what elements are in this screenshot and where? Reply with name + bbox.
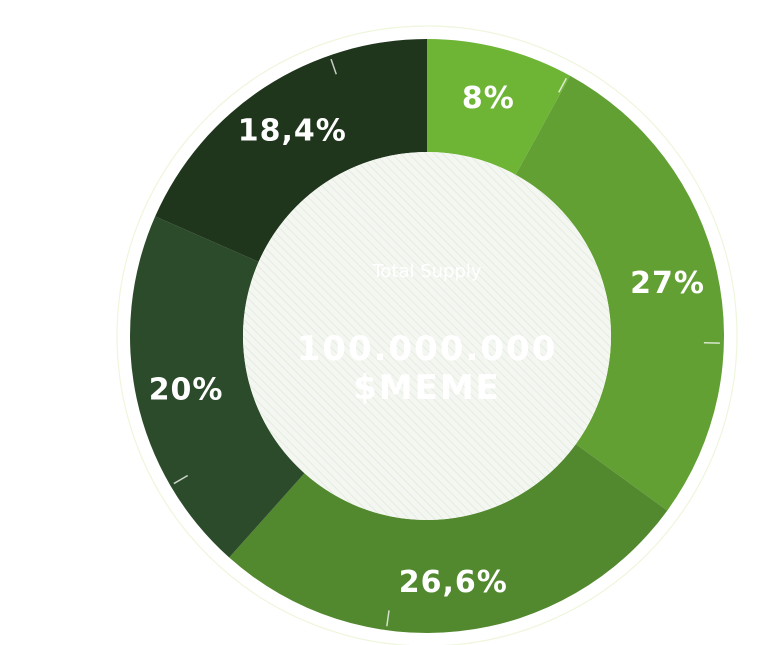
- slice-4: [129, 216, 305, 558]
- slice-label-4: 20%: [149, 372, 224, 407]
- center-subtitle: Total Supply: [371, 261, 481, 282]
- center-title-line2: $MEME: [353, 368, 501, 408]
- slice-label-3: 26,6%: [399, 565, 508, 600]
- slice-tick-3: [386, 610, 390, 627]
- slice-5: [155, 39, 427, 262]
- center-title-line1: 100.000.000: [297, 329, 558, 369]
- ticks-group: [173, 58, 720, 627]
- slice-tick-5: [330, 58, 337, 75]
- slice-tick-1: [558, 77, 568, 93]
- slice-label-1: 8%: [462, 81, 515, 116]
- slice-label-5: 18,4%: [238, 114, 347, 149]
- labels-group: 8% 27% 26,6% 20% 18,4%: [149, 81, 705, 600]
- slice-1: [427, 39, 571, 175]
- center-hole: [243, 152, 611, 520]
- slice-2: [515, 75, 725, 511]
- slices-group: [129, 39, 725, 633]
- slice-tick-4: [173, 474, 189, 485]
- slice-label-2: 27%: [630, 266, 705, 301]
- outer-ring: [116, 25, 738, 645]
- slice-3: [229, 444, 668, 633]
